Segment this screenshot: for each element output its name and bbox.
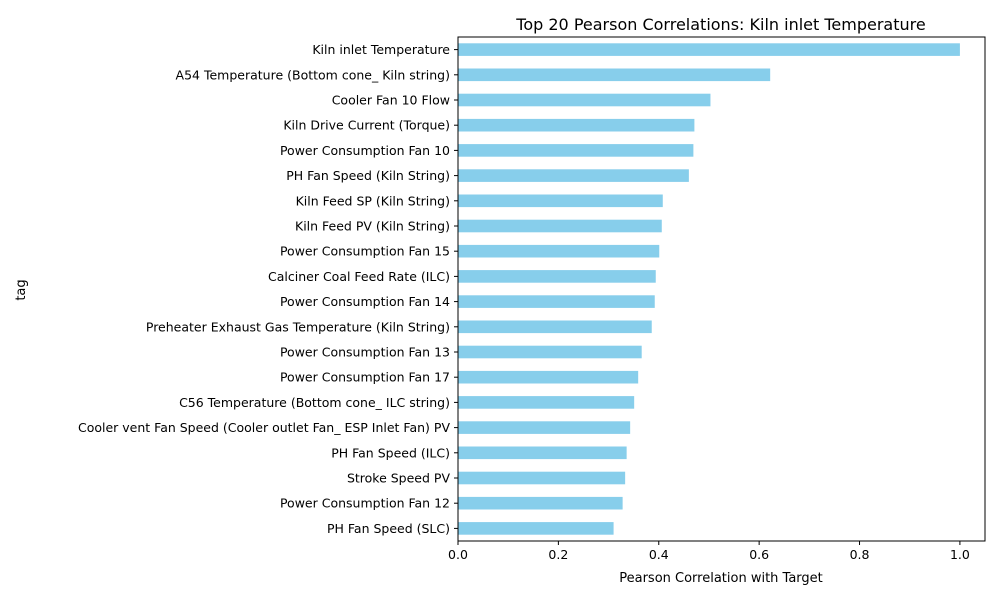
x-tick-label: 0.6 — [749, 547, 769, 562]
bar — [458, 370, 639, 384]
bar — [458, 93, 711, 107]
y-tick-label: Stroke Speed PV — [347, 471, 451, 486]
x-tick-label: 1.0 — [950, 547, 970, 562]
y-tick-label: Power Consumption Fan 10 — [280, 143, 450, 158]
bar — [458, 169, 689, 182]
y-tick-label: Calciner Coal Feed Rate (ILC) — [268, 269, 450, 284]
bar — [458, 396, 635, 409]
bar — [458, 320, 652, 334]
bar — [458, 345, 642, 359]
y-tick-label: A54 Temperature (Bottom cone_ Kiln strin… — [176, 67, 450, 82]
y-tick-label: Kiln Feed SP (Kiln String) — [296, 193, 450, 208]
y-tick-label: PH Fan Speed (Kiln String) — [286, 168, 450, 183]
x-axis-ticks: 0.0 0.2 0.4 0.6 0.8 1.0 — [448, 541, 970, 562]
bar — [458, 270, 656, 283]
y-tick-label: Power Consumption Fan 12 — [280, 496, 450, 511]
bar — [458, 471, 626, 485]
y-axis-ticks: Kiln inlet Temperature A54 Temperature (B… — [78, 42, 458, 536]
y-tick-label: Power Consumption Fan 17 — [280, 370, 450, 385]
y-tick-label: Kiln inlet Temperature — [312, 42, 450, 57]
y-tick-label: Kiln Drive Current (Torque) — [283, 118, 450, 133]
x-tick-label: 0.2 — [548, 547, 568, 562]
y-tick-label: Power Consumption Fan 14 — [280, 294, 450, 309]
y-tick-label: Power Consumption Fan 15 — [280, 244, 450, 259]
bar — [458, 522, 614, 535]
bar — [458, 194, 663, 208]
y-tick-label: Cooler Fan 10 Flow — [332, 93, 450, 108]
y-axis-label: tag — [14, 279, 29, 300]
bar — [458, 244, 660, 258]
y-tick-label: PH Fan Speed (SLC) — [327, 521, 450, 536]
bar — [458, 144, 694, 157]
x-tick-label: 0.8 — [850, 547, 870, 562]
bar — [458, 295, 655, 308]
y-tick-label: Cooler vent Fan Speed (Cooler outlet Fan… — [78, 420, 450, 435]
y-tick-label: PH Fan Speed (ILC) — [331, 445, 450, 460]
bar — [458, 446, 627, 460]
bars-group — [458, 43, 960, 535]
bar — [458, 421, 631, 434]
bar — [458, 43, 960, 56]
x-tick-label: 0.4 — [649, 547, 669, 562]
x-tick-label: 0.0 — [448, 547, 468, 562]
chart-title: Top 20 Pearson Correlations: Kiln inlet … — [515, 15, 925, 34]
bar — [458, 68, 771, 82]
y-tick-label: C56 Temperature (Bottom cone_ ILC string… — [179, 395, 450, 410]
bar — [458, 496, 623, 510]
y-tick-label: Preheater Exhaust Gas Temperature (Kiln … — [146, 319, 450, 334]
bar — [458, 219, 662, 233]
bar — [458, 118, 695, 132]
x-axis-label: Pearson Correlation with Target — [619, 571, 823, 586]
y-tick-label: Power Consumption Fan 13 — [280, 345, 450, 360]
plot-frame — [457, 36, 986, 542]
y-tick-label: Kiln Feed PV (Kiln String) — [295, 219, 450, 234]
